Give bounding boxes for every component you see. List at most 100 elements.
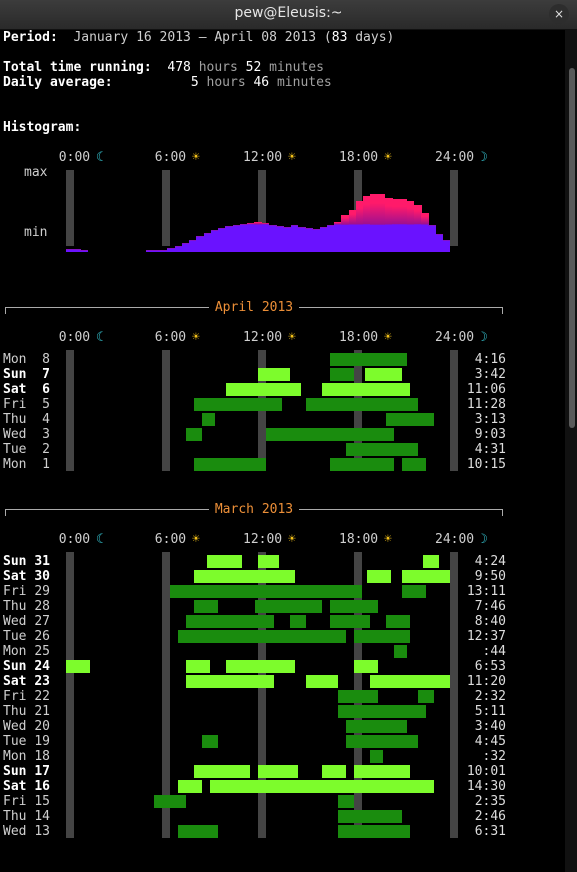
- day-number: 18: [34, 749, 50, 764]
- day-of-week: Sat: [3, 779, 27, 794]
- time-gridline: [258, 170, 266, 246]
- day-row: Wed 3 9:03: [0, 427, 565, 442]
- day-row: Thu 4 3:13: [0, 412, 565, 427]
- day-row: Sat 16 14:30: [0, 779, 565, 794]
- activity-segment: [338, 705, 426, 718]
- total-line: Total time running: 478 hours 52 minutes: [3, 60, 324, 75]
- day-label: Mon 18: [3, 749, 50, 764]
- day-label: Sat 16: [3, 779, 50, 794]
- day-of-week: Thu: [3, 412, 27, 427]
- axis-tick-4: 24:00: [435, 532, 475, 547]
- activity-segment: [170, 585, 362, 598]
- day-of-week: Fri: [3, 584, 27, 599]
- header-rule-left: [5, 509, 6, 516]
- day-of-week: Wed: [3, 719, 27, 734]
- day-number: 4: [42, 412, 50, 427]
- activity-segment: [418, 690, 434, 703]
- total-hours: 478: [167, 60, 191, 75]
- day-row: Wed 27 8:40: [0, 614, 565, 629]
- day-label: Mon 1: [3, 457, 50, 472]
- day-row: Fri 15 2:35: [0, 794, 565, 809]
- day-number: 21: [34, 704, 50, 719]
- activity-segment: [322, 765, 346, 778]
- activity-segment: [186, 675, 274, 688]
- sun-icon: ☀: [288, 330, 296, 345]
- day-number: 27: [34, 614, 50, 629]
- day-total: 12:37: [466, 629, 506, 644]
- activity-segment: [338, 690, 378, 703]
- daily-hours-word: hours: [206, 75, 246, 90]
- activity-segment: [226, 383, 302, 396]
- activity-segment: [306, 675, 338, 688]
- activity-segment: [66, 660, 90, 673]
- day-label: Wed 20: [3, 719, 50, 734]
- scrollbar[interactable]: [565, 30, 577, 872]
- day-total: 2:46: [474, 809, 506, 824]
- day-total: 8:40: [474, 614, 506, 629]
- total-minutes: 52: [245, 60, 262, 75]
- activity-segment: [330, 615, 370, 628]
- activity-segment: [338, 825, 410, 838]
- time-gridline: [162, 170, 170, 246]
- day-row: Mon 1 10:15: [0, 457, 565, 472]
- day-number: 25: [34, 644, 50, 659]
- day-number: 26: [34, 629, 50, 644]
- day-number: 3: [42, 427, 50, 442]
- histogram-bar: [145, 250, 154, 252]
- activity-segment: [194, 600, 218, 613]
- activity-segment: [258, 555, 279, 568]
- activity-segment: [186, 428, 202, 441]
- histogram-bar: [247, 223, 255, 252]
- day-row: Fri 5 11:28: [0, 397, 565, 412]
- day-total: 2:32: [474, 689, 506, 704]
- header-rule-left: [5, 307, 6, 314]
- month-title: April 2013: [208, 300, 300, 315]
- histogram-bar: [167, 247, 176, 252]
- close-button[interactable]: ×: [549, 4, 569, 24]
- activity-segment: [202, 413, 215, 426]
- title-bar: pew@Eleusis:~ ×: [0, 0, 577, 30]
- axis-tick-1: 6:00: [154, 532, 187, 547]
- day-label: Thu 28: [3, 599, 50, 614]
- axis-tick-3: 18:00: [339, 532, 379, 547]
- histogram-bar: [334, 222, 342, 252]
- sun-icon: ☀: [384, 330, 392, 345]
- histogram-bar: [421, 213, 429, 252]
- time-gridline: [66, 552, 74, 838]
- day-of-week: Mon: [3, 749, 27, 764]
- day-of-week: Wed: [3, 427, 27, 442]
- day-row: Sat 23 11:20: [0, 674, 565, 689]
- moon-icon: ☽: [480, 532, 488, 547]
- day-number: 16: [34, 779, 50, 794]
- month-title-wrap: April 2013: [5, 300, 503, 315]
- day-of-week: Sun: [3, 367, 27, 382]
- activity-segment: [338, 810, 402, 823]
- histogram-bar: [392, 199, 400, 252]
- histogram-bar: [442, 240, 451, 252]
- day-label: Fri 22: [3, 689, 50, 704]
- activity-segment: [366, 570, 391, 583]
- day-of-week: Wed: [3, 614, 27, 629]
- activity-segment: [330, 353, 407, 366]
- day-row: Sun 7 3:42: [0, 367, 565, 382]
- histogram-bar: [312, 229, 321, 252]
- day-number: 19: [34, 734, 50, 749]
- day-row: Sat 30 9:50: [0, 569, 565, 584]
- day-label: Wed 3: [3, 427, 50, 442]
- activity-segment: [346, 720, 407, 733]
- day-total: 9:50: [474, 569, 506, 584]
- scrollbar-thumb[interactable]: [569, 68, 575, 428]
- day-of-week: Thu: [3, 599, 27, 614]
- histogram-bar: [297, 226, 306, 252]
- histogram-bar: [384, 198, 393, 252]
- day-number: 23: [34, 674, 50, 689]
- day-row: Fri 22 2:32: [0, 689, 565, 704]
- activity-segment: [346, 735, 418, 748]
- day-number: 14: [34, 809, 50, 824]
- histogram-bar: [218, 228, 226, 252]
- day-number: 2: [42, 442, 50, 457]
- histogram-bar: [326, 225, 335, 252]
- histogram-bar: [174, 246, 183, 252]
- terminal-area[interactable]: Period: January 16 2013 – April 08 2013 …: [0, 30, 565, 872]
- day-label: Sun 31: [3, 554, 50, 569]
